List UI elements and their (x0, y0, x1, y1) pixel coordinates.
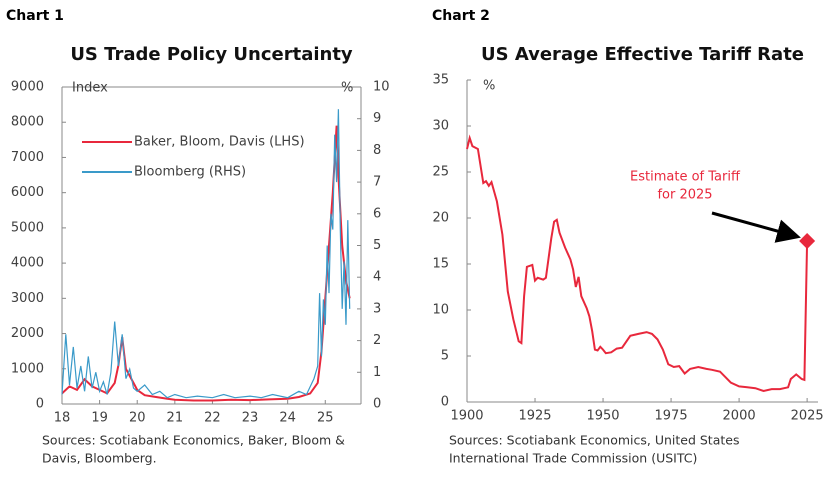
y2-tick-label: 5 (373, 238, 381, 253)
y2-tick-label: 6 (373, 206, 381, 221)
x-tick-label: 20 (129, 411, 146, 426)
source-note: International Trade Commission (USITC) (449, 451, 697, 466)
y-tick-label: 25 (432, 165, 449, 180)
y2-axis-label: % (341, 81, 353, 96)
chart-title: US Average Effective Tariff Rate (481, 44, 804, 65)
x-tick-label: 1925 (518, 409, 551, 424)
x-tick-label: 21 (167, 411, 184, 426)
y-tick-label: 0 (441, 395, 449, 410)
y-tick-label: 5000 (11, 220, 44, 235)
chart-header: Chart 1 (6, 8, 64, 24)
x-tick-label: 2025 (791, 409, 824, 424)
y2-tick-label: 9 (373, 111, 381, 126)
x-tick-label: 18 (54, 411, 71, 426)
y-tick-label: 20 (432, 211, 449, 226)
y-axis-label: % (483, 79, 495, 94)
y2-tick-label: 8 (373, 143, 381, 158)
y-tick-label: 15 (432, 257, 449, 272)
source-note: Sources: Scotiabank Economics, United St… (449, 433, 739, 448)
source-note: Sources: Scotiabank Economics, Baker, Bl… (42, 433, 345, 448)
y-tick-label: 8000 (11, 115, 44, 130)
y2-tick-label: 4 (373, 270, 381, 285)
y-tick-label: 0 (36, 397, 44, 412)
x-tick-label: 1950 (586, 409, 619, 424)
source-note: Davis, Bloomberg. (42, 451, 157, 466)
x-tick-label: 24 (279, 411, 296, 426)
series-line (61, 109, 351, 399)
chart-title: US Trade Policy Uncertainty (70, 44, 353, 65)
y-axis-label: Index (72, 81, 108, 96)
y-tick-label: 4000 (11, 256, 44, 271)
legend-label: Bloomberg (RHS) (134, 165, 246, 180)
y-tick-label: 6000 (11, 185, 44, 200)
y-tick-label: 9000 (11, 80, 44, 95)
chart-header: Chart 2 (432, 8, 490, 24)
x-tick-label: 22 (204, 411, 221, 426)
x-tick-label: 23 (242, 411, 259, 426)
y-tick-label: 5 (441, 349, 449, 364)
y-tick-label: 7000 (11, 150, 44, 165)
y-tick-label: 35 (432, 73, 449, 88)
y-tick-label: 30 (432, 119, 449, 134)
series-line (466, 134, 809, 393)
y-tick-label: 1000 (11, 361, 44, 376)
y-tick-label: 10 (432, 303, 449, 318)
annotation-arrow (711, 211, 801, 243)
x-tick-label: 2000 (723, 409, 756, 424)
x-tick-label: 1975 (655, 409, 688, 424)
annotation: Estimate of Tariff (630, 170, 741, 185)
estimate-marker (799, 233, 816, 249)
annotation: for 2025 (657, 188, 712, 203)
x-tick-label: 19 (91, 411, 108, 426)
y2-tick-label: 2 (373, 333, 381, 348)
x-tick-label: 1900 (450, 409, 483, 424)
y2-tick-label: 7 (373, 175, 381, 190)
y2-tick-label: 10 (373, 80, 390, 95)
y-tick-label: 3000 (11, 291, 44, 306)
legend-label: Baker, Bloom, Davis (LHS) (134, 135, 305, 150)
y-tick-label: 2000 (11, 326, 44, 341)
y2-tick-label: 1 (373, 365, 381, 380)
x-tick-label: 25 (317, 411, 334, 426)
y2-tick-label: 3 (373, 301, 381, 316)
y2-tick-label: 0 (373, 397, 381, 412)
